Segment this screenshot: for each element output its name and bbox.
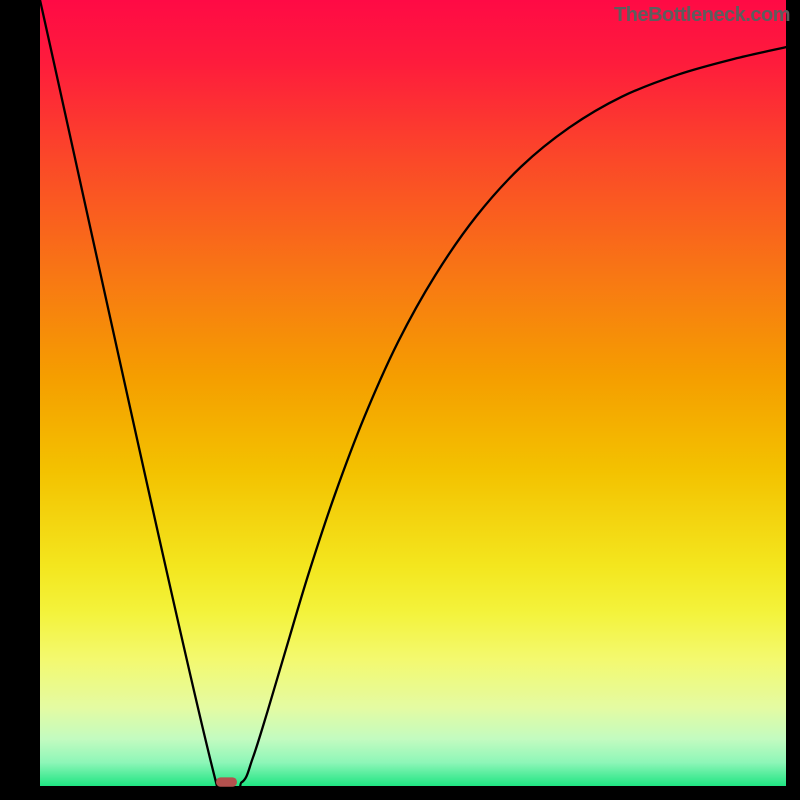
watermark-text: TheBottleneck.com: [614, 4, 790, 27]
minimum-marker: [216, 777, 237, 786]
gradient-curve-chart: [0, 0, 800, 800]
gradient-background: [40, 0, 786, 786]
